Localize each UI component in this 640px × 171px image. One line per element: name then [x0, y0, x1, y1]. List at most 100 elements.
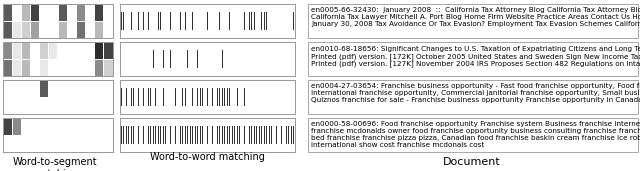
Bar [182, 88, 183, 106]
Bar [170, 12, 171, 30]
Bar [261, 126, 262, 144]
Bar [293, 126, 294, 144]
Bar [222, 50, 223, 68]
Bar [22, 60, 30, 76]
Bar [281, 126, 282, 144]
Bar [209, 126, 211, 144]
Bar [145, 88, 147, 106]
Bar [185, 126, 186, 144]
Bar [3, 60, 12, 76]
Bar [160, 126, 161, 144]
Bar [202, 88, 203, 106]
Bar [190, 126, 191, 144]
Bar [153, 50, 154, 68]
Bar [234, 126, 235, 144]
Bar [182, 126, 183, 144]
Bar [3, 80, 113, 114]
Bar [131, 126, 132, 144]
Bar [214, 12, 215, 30]
Bar [271, 126, 272, 144]
Bar [249, 126, 250, 144]
Bar [266, 126, 267, 144]
Bar [214, 88, 215, 106]
Bar [163, 88, 164, 106]
Text: en0000-58-00696: Food franchise opportunity Franchise system Business franchise : en0000-58-00696: Food franchise opportun… [311, 121, 640, 148]
Bar [274, 12, 275, 30]
Bar [120, 80, 295, 114]
Bar [3, 4, 12, 21]
Bar [242, 88, 243, 106]
Bar [229, 126, 230, 144]
Bar [229, 12, 230, 30]
Bar [143, 12, 144, 30]
Bar [197, 126, 198, 144]
Bar [222, 126, 223, 144]
Bar [209, 88, 211, 106]
Bar [120, 80, 295, 114]
Bar [3, 118, 113, 152]
Bar [58, 22, 67, 37]
Bar [217, 126, 218, 144]
Bar [95, 43, 103, 58]
Bar [163, 50, 164, 68]
Bar [120, 4, 295, 38]
Bar [153, 126, 154, 144]
Bar [175, 88, 176, 106]
Bar [145, 12, 147, 30]
Bar [222, 88, 223, 106]
Bar [160, 12, 161, 30]
Bar [40, 43, 49, 58]
Bar [180, 126, 181, 144]
Bar [293, 12, 294, 30]
Bar [254, 126, 255, 144]
Bar [195, 126, 196, 144]
Bar [22, 43, 30, 58]
Bar [126, 126, 127, 144]
Bar [278, 126, 280, 144]
Bar [40, 60, 49, 76]
Bar [180, 12, 181, 30]
Bar [121, 126, 122, 144]
Bar [40, 81, 49, 96]
Bar [249, 12, 250, 30]
Bar [266, 12, 267, 30]
Bar [185, 12, 186, 30]
Bar [212, 88, 213, 106]
Bar [49, 43, 58, 58]
Bar [3, 4, 113, 38]
Bar [3, 4, 113, 38]
Bar [31, 4, 39, 21]
Bar [3, 80, 113, 114]
Bar [95, 4, 103, 21]
Bar [128, 126, 129, 144]
Bar [77, 4, 85, 21]
Bar [214, 126, 215, 144]
Bar [308, 4, 638, 38]
Bar [163, 126, 164, 144]
Bar [3, 42, 113, 76]
Bar [58, 4, 67, 21]
Bar [254, 12, 255, 30]
Bar [3, 42, 113, 76]
Bar [239, 126, 240, 144]
Bar [13, 60, 21, 76]
Bar [150, 126, 151, 144]
Bar [185, 88, 186, 106]
Bar [138, 88, 139, 106]
Bar [170, 126, 171, 144]
Bar [227, 126, 228, 144]
Bar [13, 22, 21, 37]
Bar [308, 42, 638, 76]
Bar [308, 118, 638, 152]
Text: Word-to-word matching: Word-to-word matching [150, 152, 264, 162]
Bar [274, 126, 275, 144]
Bar [143, 126, 144, 144]
Bar [278, 12, 280, 30]
Bar [126, 88, 127, 106]
Bar [227, 88, 228, 106]
Bar [120, 118, 295, 152]
Bar [202, 126, 203, 144]
Text: Document: Document [443, 157, 501, 167]
Bar [150, 88, 151, 106]
Bar [3, 119, 12, 135]
